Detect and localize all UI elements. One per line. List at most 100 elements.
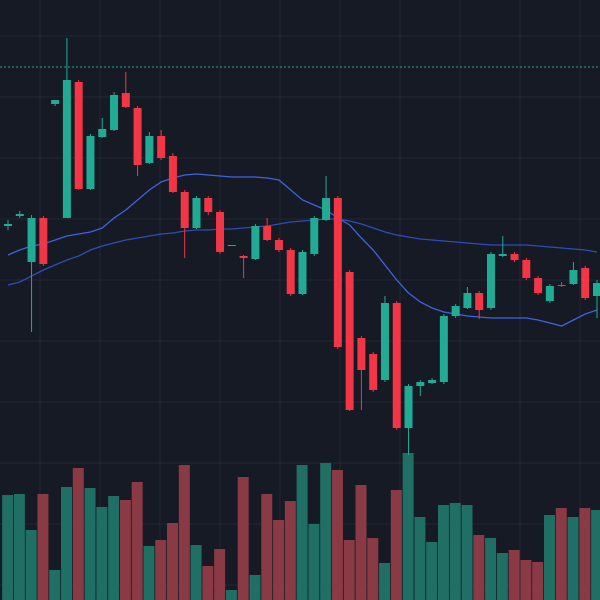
volume-bar (567, 517, 579, 600)
candle-body (463, 293, 472, 308)
candle-body (168, 156, 177, 192)
candle-body (569, 270, 578, 284)
volume-bar (61, 487, 72, 600)
candle-body (145, 136, 154, 163)
volume-bar (473, 535, 485, 600)
volume-bar (214, 549, 226, 600)
candle-body (333, 198, 342, 347)
candle-body (475, 293, 484, 310)
candle-body (74, 82, 83, 189)
volume-bar (461, 505, 473, 600)
volume-bar (520, 560, 532, 600)
volume-bar (155, 540, 167, 600)
volume-bar (284, 501, 296, 600)
volume-bar (25, 530, 37, 600)
volume-bar (261, 494, 273, 600)
candle-body (251, 226, 260, 259)
candle-body (593, 283, 600, 296)
candle-body (581, 268, 590, 298)
volume-bar (437, 505, 449, 600)
candle-body (239, 256, 248, 258)
candle-body (192, 198, 201, 228)
candle-body (298, 252, 307, 294)
candle-body (498, 254, 507, 256)
volume-bar (237, 477, 249, 600)
candle-body (133, 108, 142, 165)
volume-bar (485, 538, 497, 600)
volume-bar (555, 508, 567, 600)
candle-body (157, 136, 166, 158)
candle-body (216, 212, 225, 252)
volume-bar (167, 523, 179, 600)
moving-average (7, 218, 598, 286)
candle-body (263, 226, 272, 240)
candle-body (486, 254, 495, 308)
candle-body (62, 80, 71, 218)
candle-body (545, 286, 554, 301)
candle-body (98, 129, 107, 137)
volume-bar (449, 503, 461, 600)
candle-body (510, 254, 519, 260)
candle-body (557, 285, 566, 286)
volume-bar (296, 465, 308, 600)
volume-bar (414, 517, 426, 600)
volume-bar (96, 507, 108, 600)
volume-bar (72, 468, 84, 600)
volume-bar (2, 495, 14, 600)
volume-bar (84, 488, 96, 600)
volume-bar (390, 490, 402, 600)
volume-bar (131, 482, 143, 600)
candle-body (534, 278, 543, 293)
volume-bar (320, 463, 332, 600)
candle-body (439, 316, 448, 382)
volume-bar (202, 566, 214, 600)
volume-bar (143, 546, 155, 600)
candle-body (274, 240, 283, 250)
candle-body (51, 100, 60, 104)
candle-body (15, 214, 24, 216)
volume-bar (379, 563, 391, 600)
volume-bar (331, 470, 343, 600)
volume-bar (273, 520, 285, 600)
volume-bar (178, 465, 190, 600)
candle-body (451, 306, 460, 316)
candle-body (180, 192, 189, 228)
candle-body (380, 303, 389, 380)
candle-body (86, 136, 95, 189)
volume-bar (13, 494, 25, 600)
candle-body (357, 338, 366, 370)
candle-body (522, 260, 531, 278)
volume-bar (532, 562, 544, 600)
candle-body (227, 245, 236, 246)
candle-body (416, 382, 425, 386)
volume-bar (402, 453, 414, 600)
volume-bar (426, 542, 438, 600)
candle-body (392, 303, 401, 428)
volume-bar (496, 553, 508, 600)
candle-body (345, 272, 354, 410)
volume-bar (49, 570, 61, 600)
candle-body (27, 218, 36, 262)
candle-body (369, 354, 378, 390)
volume-bar (249, 575, 261, 600)
volume-bar (579, 508, 591, 600)
candle-body (4, 224, 12, 226)
candle-body (39, 218, 48, 264)
candle-body (110, 95, 119, 130)
volume-bar (308, 524, 320, 600)
volume-bar (355, 485, 367, 600)
volume-bar (343, 540, 355, 600)
candle-body (121, 93, 130, 107)
volume-bar (37, 494, 49, 600)
volume-bar (367, 538, 379, 600)
candle-body (428, 380, 437, 383)
volume-bar (543, 515, 555, 600)
volume-bar (190, 545, 202, 600)
volume-bar (108, 496, 120, 600)
candle-body (204, 198, 213, 212)
candle-body (322, 198, 331, 220)
candle-body (310, 218, 319, 254)
volume-bar (225, 590, 237, 600)
volume-bar (508, 550, 520, 600)
